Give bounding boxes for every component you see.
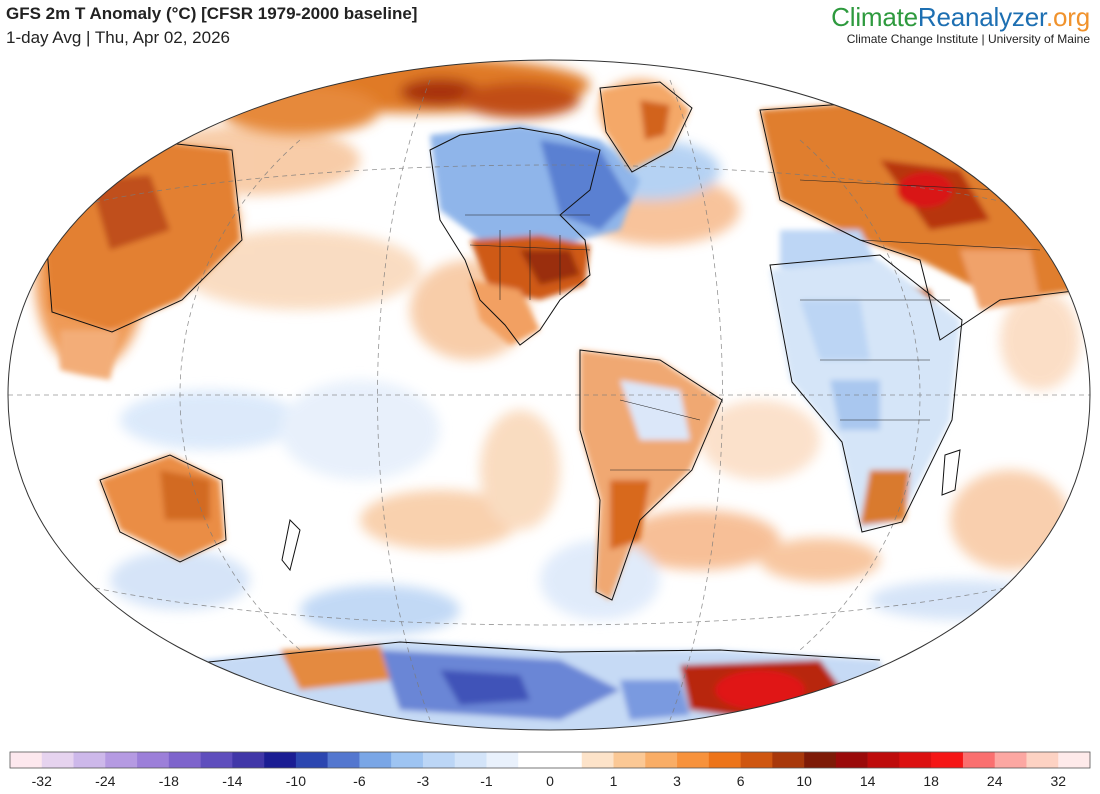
brand-logo-climate: Climate	[831, 2, 918, 32]
colorbar: -32 -24 -18 -14 -10 -6 -3 -1 0 1 3 6 10 14 18 24 32	[9, 751, 1091, 789]
colorbar-swatch	[137, 752, 170, 768]
colorbar-swatch	[327, 752, 360, 768]
colorbar-swatches	[9, 751, 1091, 769]
colorbar-swatch	[931, 752, 964, 768]
colorbar-swatch	[200, 752, 233, 768]
colorbar-swatch	[168, 752, 201, 768]
colorbar-label: -24	[95, 773, 115, 789]
colorbar-label: -18	[159, 773, 179, 789]
colorbar-swatch	[264, 752, 297, 768]
colorbar-swatch	[867, 752, 900, 768]
colorbar-label: -10	[286, 773, 306, 789]
colorbar-swatch	[613, 752, 646, 768]
colorbar-swatch	[740, 752, 773, 768]
colorbar-swatch	[581, 752, 614, 768]
colorbar-swatch	[422, 752, 455, 768]
colorbar-swatch	[10, 752, 43, 768]
colorbar-swatch	[677, 752, 710, 768]
colorbar-swatch	[232, 752, 265, 768]
colorbar-label: -14	[222, 773, 242, 789]
colorbar-swatch	[518, 752, 551, 768]
colorbar-label: 1	[610, 773, 618, 789]
colorbar-swatch	[41, 752, 74, 768]
colorbar-swatch	[962, 752, 995, 768]
colorbar-swatch	[391, 752, 424, 768]
map-title: GFS 2m T Anomaly (°C) [CFSR 1979-2000 ba…	[6, 4, 418, 23]
colorbar-swatch	[550, 752, 583, 768]
colorbar-label: 3	[673, 773, 681, 789]
colorbar-label: 24	[987, 773, 1003, 789]
globe-outline	[7, 59, 1091, 731]
colorbar-swatch	[359, 752, 392, 768]
colorbar-label: 18	[923, 773, 939, 789]
colorbar-swatch	[835, 752, 868, 768]
colorbar-swatch	[994, 752, 1027, 768]
colorbar-label: -1	[480, 773, 493, 789]
colorbar-swatch	[454, 752, 487, 768]
brand-logo-org: .org	[1045, 2, 1090, 32]
colorbar-swatch	[105, 752, 138, 768]
graticule	[8, 79, 1090, 721]
political-borders	[465, 179, 1041, 471]
colorbar-swatch	[708, 752, 741, 768]
colorbar-swatch	[804, 752, 837, 768]
colorbar-swatch	[1058, 752, 1091, 768]
colorbar-labels: -32 -24 -18 -14 -10 -6 -3 -1 0 1 3 6 10 14 18 24 32	[32, 773, 1067, 789]
colorbar-label: 14	[860, 773, 876, 789]
colorbar-label: 0	[546, 773, 554, 789]
colorbar-label: -6	[353, 773, 366, 789]
colorbar-swatch	[1026, 752, 1059, 768]
colorbar-label: 32	[1050, 773, 1066, 789]
colorbar-swatch	[899, 752, 932, 768]
colorbar-label: -32	[32, 773, 52, 789]
colorbar-swatch	[73, 752, 106, 768]
colorbar-swatch	[772, 752, 805, 768]
colorbar-label: 6	[737, 773, 745, 789]
brand-logo[interactable]: ClimateReanalyzer.org	[831, 2, 1090, 32]
brand-block: ClimateReanalyzer.org Climate Change Ins…	[831, 2, 1090, 46]
colorbar-label: -3	[417, 773, 430, 789]
map-subtitle: 1-day Avg | Thu, Apr 02, 2026	[6, 28, 231, 47]
brand-logo-reanalyzer: Reanalyzer	[917, 2, 1046, 32]
colorbar-label: 10	[796, 773, 812, 789]
colorbar-swatch	[295, 752, 328, 768]
brand-tagline: Climate Change Institute | University of…	[846, 32, 1090, 46]
colorbar-swatch	[486, 752, 519, 768]
colorbar-swatch	[645, 752, 678, 768]
colorbar-frame	[9, 751, 1091, 769]
world-anomaly-map	[7, 59, 1091, 731]
